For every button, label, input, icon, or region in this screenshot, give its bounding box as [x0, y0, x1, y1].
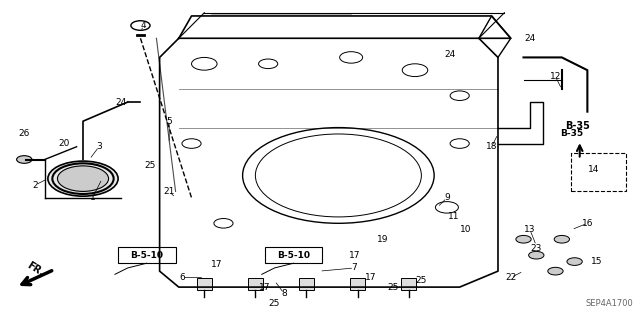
Text: 4: 4: [141, 21, 147, 30]
Text: 16: 16: [582, 219, 593, 228]
Bar: [401, 278, 416, 290]
Bar: [248, 278, 263, 290]
Text: 17: 17: [211, 260, 223, 269]
Text: 23: 23: [531, 244, 542, 253]
Text: 5: 5: [166, 117, 172, 126]
Text: 25: 25: [416, 276, 427, 285]
Bar: [299, 278, 314, 290]
Text: 21: 21: [163, 187, 175, 196]
Text: 10: 10: [460, 225, 472, 234]
Text: 17: 17: [349, 251, 360, 260]
Text: 19: 19: [378, 235, 389, 244]
Text: 1: 1: [90, 193, 95, 202]
Circle shape: [516, 235, 531, 243]
Text: B-35: B-35: [565, 121, 590, 131]
Text: 14: 14: [588, 165, 600, 174]
Text: SEP4A1700: SEP4A1700: [586, 299, 634, 308]
Text: FR.: FR.: [25, 261, 45, 278]
Text: 26: 26: [19, 130, 30, 138]
Text: 12: 12: [550, 72, 561, 81]
Circle shape: [567, 258, 582, 265]
Circle shape: [17, 156, 32, 163]
Text: 9: 9: [444, 193, 450, 202]
Text: B-5-10: B-5-10: [277, 251, 310, 260]
Circle shape: [548, 267, 563, 275]
Text: 18: 18: [486, 142, 497, 151]
Bar: [265, 247, 323, 263]
Text: 25: 25: [387, 283, 398, 292]
Text: 13: 13: [524, 225, 536, 234]
Text: 8: 8: [281, 289, 287, 298]
Text: 20: 20: [58, 139, 70, 148]
Text: 24: 24: [524, 34, 536, 43]
Circle shape: [554, 235, 570, 243]
Text: 17: 17: [259, 283, 271, 292]
Text: 17: 17: [365, 273, 376, 282]
Text: 22: 22: [505, 273, 516, 282]
Bar: [196, 278, 212, 290]
Text: 25: 25: [269, 299, 280, 308]
Text: 7: 7: [351, 263, 357, 272]
Text: B-5-10: B-5-10: [131, 251, 163, 260]
Bar: [572, 153, 626, 191]
Text: 2: 2: [32, 181, 38, 189]
Text: 3: 3: [96, 142, 102, 151]
Text: 6: 6: [179, 273, 185, 282]
Circle shape: [48, 161, 118, 196]
Text: 24: 24: [444, 50, 456, 59]
Text: 15: 15: [591, 257, 603, 266]
Text: 24: 24: [116, 98, 127, 107]
Circle shape: [529, 251, 544, 259]
Bar: [118, 247, 175, 263]
Bar: [350, 278, 365, 290]
Text: B-35: B-35: [560, 130, 583, 138]
Circle shape: [58, 166, 109, 191]
Text: 25: 25: [145, 161, 156, 170]
Text: 11: 11: [447, 212, 459, 221]
